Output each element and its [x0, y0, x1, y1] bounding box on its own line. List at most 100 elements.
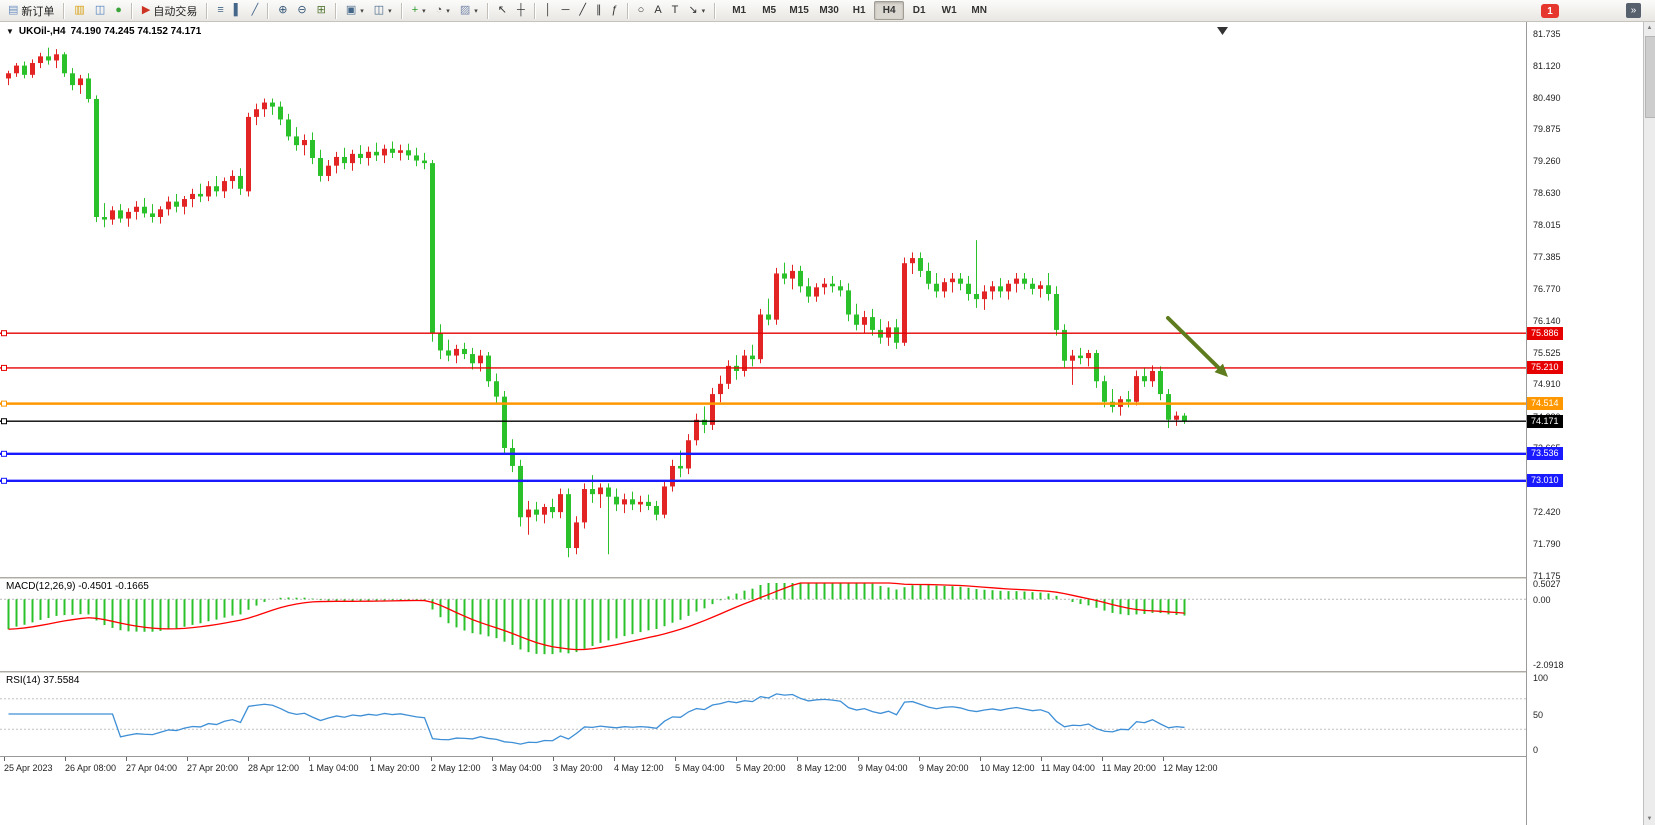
- chart-shift-marker-icon[interactable]: [1217, 27, 1228, 35]
- fibonacci-button[interactable]: ƒ: [607, 1, 623, 21]
- toolbar-separator: [533, 2, 536, 19]
- toolbar-separator: [63, 2, 66, 19]
- time-axis-label: 28 Apr 12:00: [248, 763, 300, 773]
- cursor-button[interactable]: ↖: [493, 1, 512, 21]
- price-axis-label: 74.910: [1533, 379, 1561, 390]
- candlestick-chart-button[interactable]: ▌: [229, 1, 247, 21]
- text-button[interactable]: A: [649, 1, 666, 21]
- price-axis-label: 75.525: [1533, 347, 1561, 358]
- autotrade-button[interactable]: ▶ 自动交易: [137, 1, 202, 21]
- toolbar-separator: [130, 2, 133, 19]
- horizontal-line-button[interactable]: ─: [557, 1, 575, 21]
- periods-button[interactable]: ◔ ▾: [431, 1, 455, 21]
- shapes-button[interactable]: ○: [633, 1, 650, 21]
- time-axis-tick: [980, 757, 981, 761]
- price-axis-label: 80.490: [1533, 92, 1561, 103]
- macd-chart[interactable]: [0, 579, 1526, 671]
- time-axis-label: 11 May 20:00: [1102, 763, 1156, 773]
- toolbar-separator: [267, 2, 270, 19]
- price-line-object[interactable]: [0, 364, 1526, 371]
- time-axis-label: 3 May 04:00: [492, 763, 542, 773]
- chart-window: ▼ UKOil-,H4 74.190 74.245 74.152 74.171 …: [0, 22, 1643, 825]
- tile-windows-button[interactable]: ⊞: [312, 1, 331, 21]
- price-axis[interactable]: 81.735 81.120 80.490 79.875 79.260 78.630 78.0…: [1526, 22, 1643, 825]
- time-axis-tick: [1041, 757, 1042, 761]
- toolbar-overflow-button[interactable]: »: [1626, 3, 1641, 18]
- rsi-axis-label: 50: [1533, 710, 1544, 720]
- timeframe-m5-button[interactable]: M5: [762, 5, 777, 16]
- trendline-icon: ╱: [579, 4, 587, 16]
- timeframe-mn-button[interactable]: MN: [971, 5, 987, 16]
- panel-separator[interactable]: [0, 671, 1643, 673]
- price-line-object[interactable]: [0, 330, 1526, 337]
- channel-button[interactable]: ∥: [591, 1, 607, 21]
- vertical-line-icon: │: [544, 4, 552, 16]
- price-line-object[interactable]: [0, 418, 1526, 425]
- arrows-button[interactable]: ↘ ▾: [683, 1, 710, 21]
- market-watch-button[interactable]: ▥: [69, 1, 89, 21]
- rsi-axis-label: 100: [1533, 673, 1549, 683]
- rsi-line: [8, 693, 1185, 745]
- chart-collapse-icon[interactable]: ▼: [6, 27, 14, 36]
- vertical-scrollbar[interactable]: ▲ ▼: [1643, 22, 1655, 825]
- scroll-down-icon[interactable]: ▼: [1646, 816, 1653, 822]
- candlestick-chart[interactable]: [0, 22, 1526, 577]
- macd-histogram: [7, 583, 1186, 655]
- cascade-windows-button[interactable]: ▣ ▾: [341, 1, 369, 21]
- bar-chart-button[interactable]: ≡: [212, 1, 228, 21]
- terminal-button[interactable]: ●: [110, 1, 127, 21]
- new-order-button[interactable]: ▤ 新订单: [3, 1, 59, 21]
- navigator-button[interactable]: ◫: [90, 1, 110, 21]
- market-watch-icon: ▥: [74, 4, 85, 16]
- indicators-icon: +: [411, 4, 419, 16]
- crosshair-button[interactable]: ┼: [512, 1, 530, 21]
- time-axis-tick: [858, 757, 859, 761]
- time-axis-tick: [675, 757, 676, 761]
- text-label-icon: T: [671, 4, 679, 16]
- notification-badge[interactable]: 1: [1541, 4, 1559, 18]
- timeframe-h1-button[interactable]: H1: [852, 5, 866, 16]
- chart-ohlc-values: 74.190 74.245 74.152 74.171: [70, 26, 202, 37]
- time-axis-tick: [370, 757, 371, 761]
- scrollbar-thumb[interactable]: [1645, 36, 1655, 118]
- price-line-object[interactable]: [0, 477, 1526, 484]
- price-axis-label: 76.140: [1533, 316, 1561, 327]
- time-axis[interactable]: 25 Apr 2023 26 Apr 08:00 27 Apr 04:00 27 Ap…: [0, 756, 1643, 778]
- scroll-up-icon[interactable]: ▲: [1646, 25, 1653, 31]
- dropdown-caret-icon: ▾: [474, 7, 478, 15]
- time-axis-tick: [797, 757, 798, 761]
- timeframe-m1-button[interactable]: M1: [732, 5, 747, 16]
- zoom-out-button[interactable]: ⊖: [292, 1, 311, 21]
- zoom-in-button[interactable]: ⊕: [273, 1, 292, 21]
- price-tag: 73.010: [1527, 474, 1563, 488]
- rsi-chart[interactable]: [0, 673, 1526, 756]
- terminal-icon: ●: [115, 4, 122, 16]
- macd-axis-label: 0.00: [1533, 595, 1551, 606]
- time-axis-label: 3 May 20:00: [553, 763, 603, 773]
- price-tag: 73.536: [1527, 447, 1563, 461]
- panel-separator[interactable]: [0, 577, 1643, 579]
- price-axis-label: 77.385: [1533, 252, 1561, 263]
- time-axis-tick: [431, 757, 432, 761]
- text-label-button[interactable]: T: [667, 1, 684, 21]
- trend-arrow-annotation[interactable]: [1166, 316, 1228, 377]
- arrows-icon: ↘: [688, 4, 698, 16]
- vertical-line-button[interactable]: │: [540, 1, 557, 21]
- price-line-object[interactable]: [0, 450, 1526, 457]
- timeframe-w1-button[interactable]: W1: [941, 5, 957, 16]
- time-axis-tick: [614, 757, 615, 761]
- price-line-object[interactable]: [0, 400, 1526, 407]
- arrange-windows-button[interactable]: ◫ ▾: [369, 1, 397, 21]
- timeframe-d1-button[interactable]: D1: [912, 5, 926, 16]
- indicators-button[interactable]: + ▾: [407, 1, 431, 21]
- line-chart-button[interactable]: ╱: [247, 1, 264, 21]
- shapes-icon: ○: [637, 4, 645, 16]
- timeframe-m30-button[interactable]: M30: [819, 5, 839, 16]
- templates-button[interactable]: ▨ ▾: [455, 1, 483, 21]
- timeframe-m15-button[interactable]: M15: [789, 5, 809, 16]
- time-axis-label: 8 May 12:00: [797, 763, 847, 773]
- timeframe-h4-button[interactable]: H4: [874, 1, 905, 20]
- trendline-button[interactable]: ╱: [574, 1, 591, 21]
- time-axis-label: 5 May 20:00: [736, 763, 786, 773]
- main-toolbar: ▤ 新订单 ▥ ◫ ● ▶ 自动交易 ≡ ▌ ╱ ⊕ ⊖ ⊞ ▣ ▾ ◫ ▾ + ▾ ◔ ▾ ▨ ▾ ↖ ┼ │ ─ ╱ ∥ ƒ ○ A T ↘ ▾…: [0, 0, 1655, 22]
